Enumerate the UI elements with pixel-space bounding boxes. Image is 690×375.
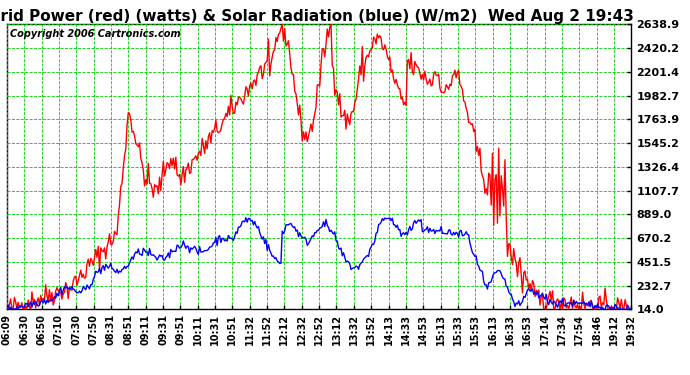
Text: Copyright 2006 Cartronics.com: Copyright 2006 Cartronics.com xyxy=(10,28,181,39)
Text: Grid Power (red) (watts) & Solar Radiation (blue) (W/m2)  Wed Aug 2 19:43: Grid Power (red) (watts) & Solar Radiati… xyxy=(0,9,633,24)
